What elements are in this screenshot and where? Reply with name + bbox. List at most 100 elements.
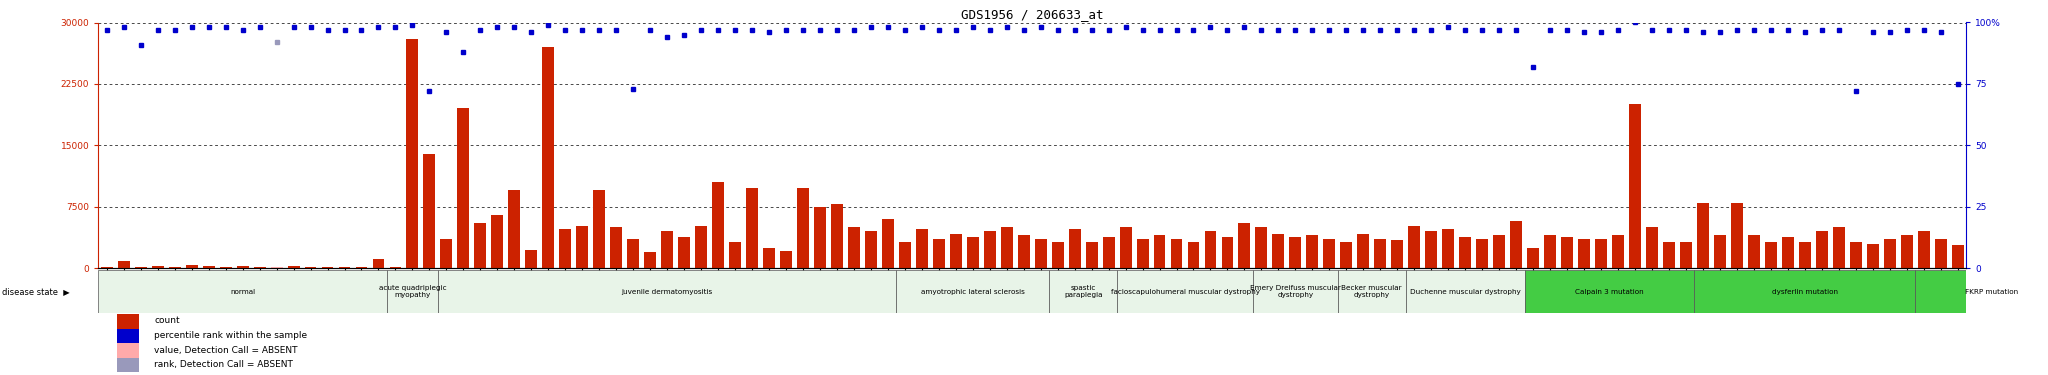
Bar — [338, 267, 350, 268]
Bar — [1239, 223, 1251, 268]
Bar — [1782, 237, 1794, 268]
Bar — [1307, 236, 1319, 268]
Bar — [559, 229, 571, 268]
Text: Duchenne muscular dystrophy: Duchenne muscular dystrophy — [1409, 289, 1520, 295]
Bar — [1137, 240, 1149, 268]
Bar — [627, 240, 639, 268]
Bar — [1337, 270, 1405, 313]
Bar — [967, 237, 979, 268]
Bar — [1628, 104, 1640, 268]
Bar — [1747, 236, 1759, 268]
Bar — [1085, 242, 1098, 268]
Bar — [883, 219, 893, 268]
Bar — [780, 251, 793, 268]
Bar — [1405, 270, 1524, 313]
Bar — [950, 234, 963, 268]
Text: juvenile dermatomyositis: juvenile dermatomyositis — [621, 289, 713, 295]
Bar — [1952, 245, 1964, 268]
Bar — [1935, 240, 1946, 268]
Text: disease state  ▶: disease state ▶ — [2, 287, 70, 296]
Text: Emery Dreifuss muscular
dystrophy: Emery Dreifuss muscular dystrophy — [1249, 285, 1341, 298]
Bar — [1255, 227, 1268, 268]
Text: Calpain 3 mutation: Calpain 3 mutation — [1575, 289, 1645, 295]
Bar — [1290, 237, 1300, 268]
Bar — [1425, 231, 1438, 268]
Text: amyotrophic lateral sclerosis: amyotrophic lateral sclerosis — [922, 289, 1024, 295]
Bar — [1849, 242, 1862, 268]
Bar — [1049, 270, 1116, 313]
Bar — [1153, 236, 1165, 268]
Bar — [135, 267, 147, 268]
Bar — [287, 267, 299, 268]
Bar — [238, 267, 248, 268]
Bar — [387, 270, 438, 313]
Bar — [1001, 227, 1012, 268]
Bar — [1798, 242, 1810, 268]
Text: normal: normal — [229, 289, 256, 295]
Bar — [1493, 236, 1505, 268]
Bar — [1120, 227, 1133, 268]
Bar — [1544, 236, 1556, 268]
Text: FKRP mutation: FKRP mutation — [1964, 289, 2017, 295]
Bar — [1069, 229, 1081, 268]
Bar — [168, 267, 180, 268]
Bar — [1053, 242, 1063, 268]
Bar — [1817, 231, 1827, 268]
Bar — [1391, 240, 1403, 268]
Bar — [662, 231, 674, 268]
Bar — [1374, 238, 1386, 268]
Bar — [373, 259, 385, 268]
Bar — [1731, 202, 1743, 268]
Text: count: count — [154, 316, 180, 326]
Bar — [678, 237, 690, 268]
Bar — [594, 190, 604, 268]
Bar — [1409, 225, 1419, 268]
Bar — [152, 267, 164, 268]
Bar — [117, 328, 139, 343]
Bar — [438, 270, 897, 313]
Text: percentile rank within the sample: percentile rank within the sample — [154, 331, 307, 340]
Bar — [270, 267, 283, 268]
Bar — [1833, 227, 1845, 268]
Bar — [543, 47, 555, 268]
Bar — [1694, 270, 1915, 313]
Bar — [575, 225, 588, 268]
Bar — [1323, 240, 1335, 268]
Bar — [1595, 238, 1608, 268]
Bar — [475, 223, 485, 268]
Bar — [457, 108, 469, 268]
Text: facioscapulohumeral muscular dystrophy: facioscapulohumeral muscular dystrophy — [1110, 289, 1260, 295]
Bar — [1102, 237, 1114, 268]
Bar — [1917, 231, 1929, 268]
Bar — [932, 240, 944, 268]
Bar — [117, 358, 139, 372]
Bar — [610, 227, 623, 268]
Bar — [389, 267, 401, 268]
Bar — [1204, 231, 1217, 268]
Bar — [1339, 242, 1352, 268]
Text: spastic
paraplegia: spastic paraplegia — [1063, 285, 1102, 298]
Bar — [1915, 270, 2048, 313]
Bar — [1524, 270, 1694, 313]
Bar — [1647, 227, 1659, 268]
Bar — [1884, 240, 1896, 268]
Bar — [1116, 270, 1253, 313]
Bar — [713, 182, 725, 268]
Bar — [1679, 242, 1692, 268]
Bar — [356, 267, 367, 268]
Bar — [1442, 229, 1454, 268]
Bar — [117, 343, 139, 358]
Bar — [508, 190, 520, 268]
Title: GDS1956 / 206633_at: GDS1956 / 206633_at — [961, 8, 1104, 21]
Bar — [1866, 244, 1878, 268]
Bar — [745, 188, 758, 268]
Bar — [440, 240, 453, 268]
Bar — [1579, 240, 1589, 268]
Bar — [645, 252, 655, 268]
Bar — [1272, 234, 1284, 268]
Bar — [119, 261, 129, 268]
Bar — [1612, 236, 1624, 268]
Bar — [1714, 236, 1726, 268]
Bar — [254, 267, 266, 268]
Bar — [831, 204, 844, 268]
